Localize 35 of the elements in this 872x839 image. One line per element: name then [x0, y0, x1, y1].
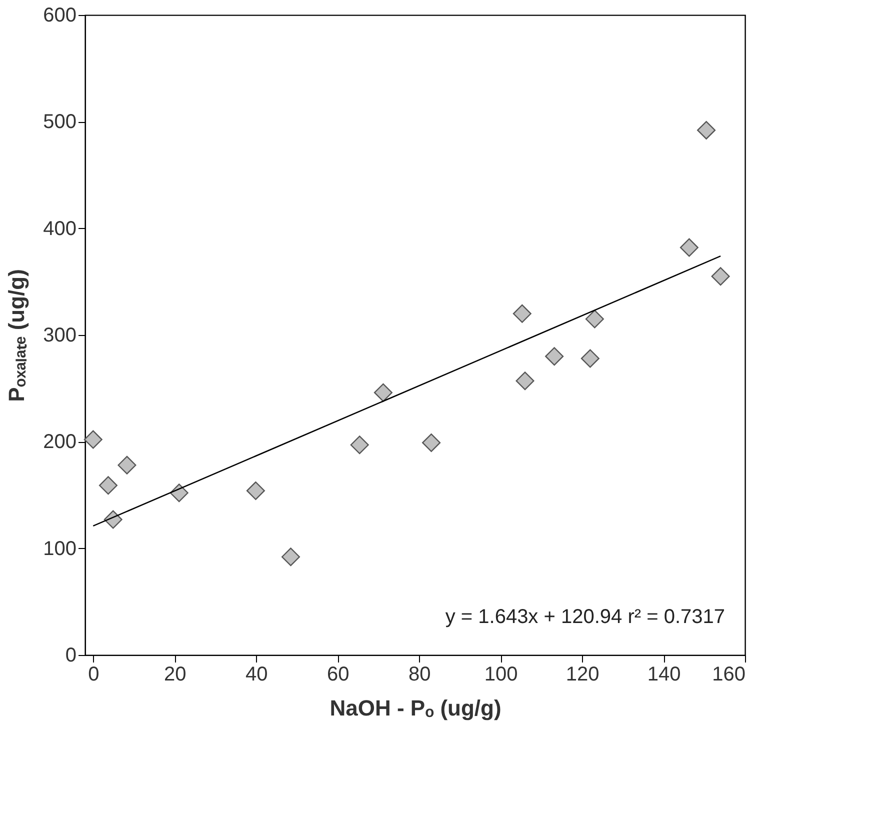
point	[680, 238, 698, 257]
point	[580, 349, 600, 368]
x-tick-label: 20	[164, 664, 186, 686]
point	[585, 310, 604, 328]
point	[711, 267, 730, 286]
y-tick-label: 600	[43, 4, 76, 26]
y-tick-label: 300	[43, 324, 76, 346]
y-axis-title: Pₒₓₐₗₐₜₑ (ug/g)	[4, 269, 30, 402]
point	[512, 304, 532, 323]
x-tick-label: 120	[566, 664, 600, 686]
point	[697, 120, 716, 140]
point	[422, 433, 441, 452]
x-tick-label: 60	[326, 664, 350, 686]
y-tick-label: 400	[43, 218, 76, 240]
point	[281, 548, 300, 566]
x-tick-label: 160	[712, 664, 746, 686]
point	[350, 436, 369, 454]
point	[98, 476, 118, 495]
x-tick-label: 140	[647, 664, 681, 686]
x-axis-title: NaOH - Pₒ (ug/g)	[330, 696, 502, 720]
y-tick-label: 100	[43, 538, 76, 560]
point	[516, 372, 534, 390]
x-tick-label: 100	[484, 664, 518, 686]
x-tick-label: 0	[88, 664, 100, 686]
point	[374, 383, 392, 402]
annotation: y = 1.643x + 120.94 r² = 0.7317	[445, 606, 725, 628]
y-tick-label: 500	[43, 111, 76, 134]
point	[84, 430, 102, 449]
point	[545, 347, 564, 366]
y-tick-label: 200	[43, 431, 76, 454]
x-tick-label: 40	[245, 664, 268, 686]
point	[246, 481, 265, 500]
x-tick-label: 80	[408, 664, 431, 686]
y-tick-label: 0	[65, 644, 76, 666]
point	[118, 456, 136, 474]
